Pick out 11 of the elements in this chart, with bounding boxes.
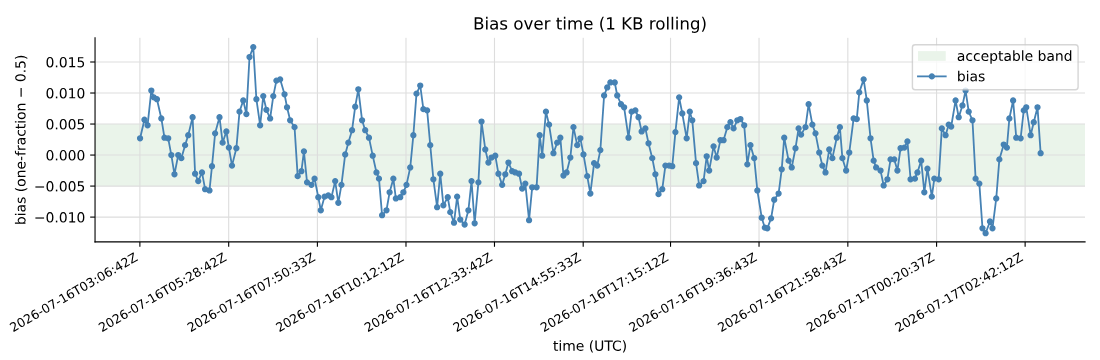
y-tick-label: 0.000	[46, 150, 85, 161]
y-tick-label: 0.015	[46, 56, 85, 68]
x-axis-title: time (UTC)	[553, 340, 626, 353]
chart-title: Bias over time (1 KB rolling)	[474, 16, 706, 33]
y-axis-title: bias (one-fraction − 0.5)	[14, 55, 28, 224]
y-tick-label: −0.005	[35, 181, 85, 192]
legend-label: acceptable band	[957, 50, 1072, 64]
y-tick-label: −0.010	[35, 212, 85, 223]
legend-label: bias	[958, 70, 985, 82]
y-tick-label: 0.005	[46, 119, 85, 130]
y-tick-label: 0.010	[46, 87, 85, 99]
